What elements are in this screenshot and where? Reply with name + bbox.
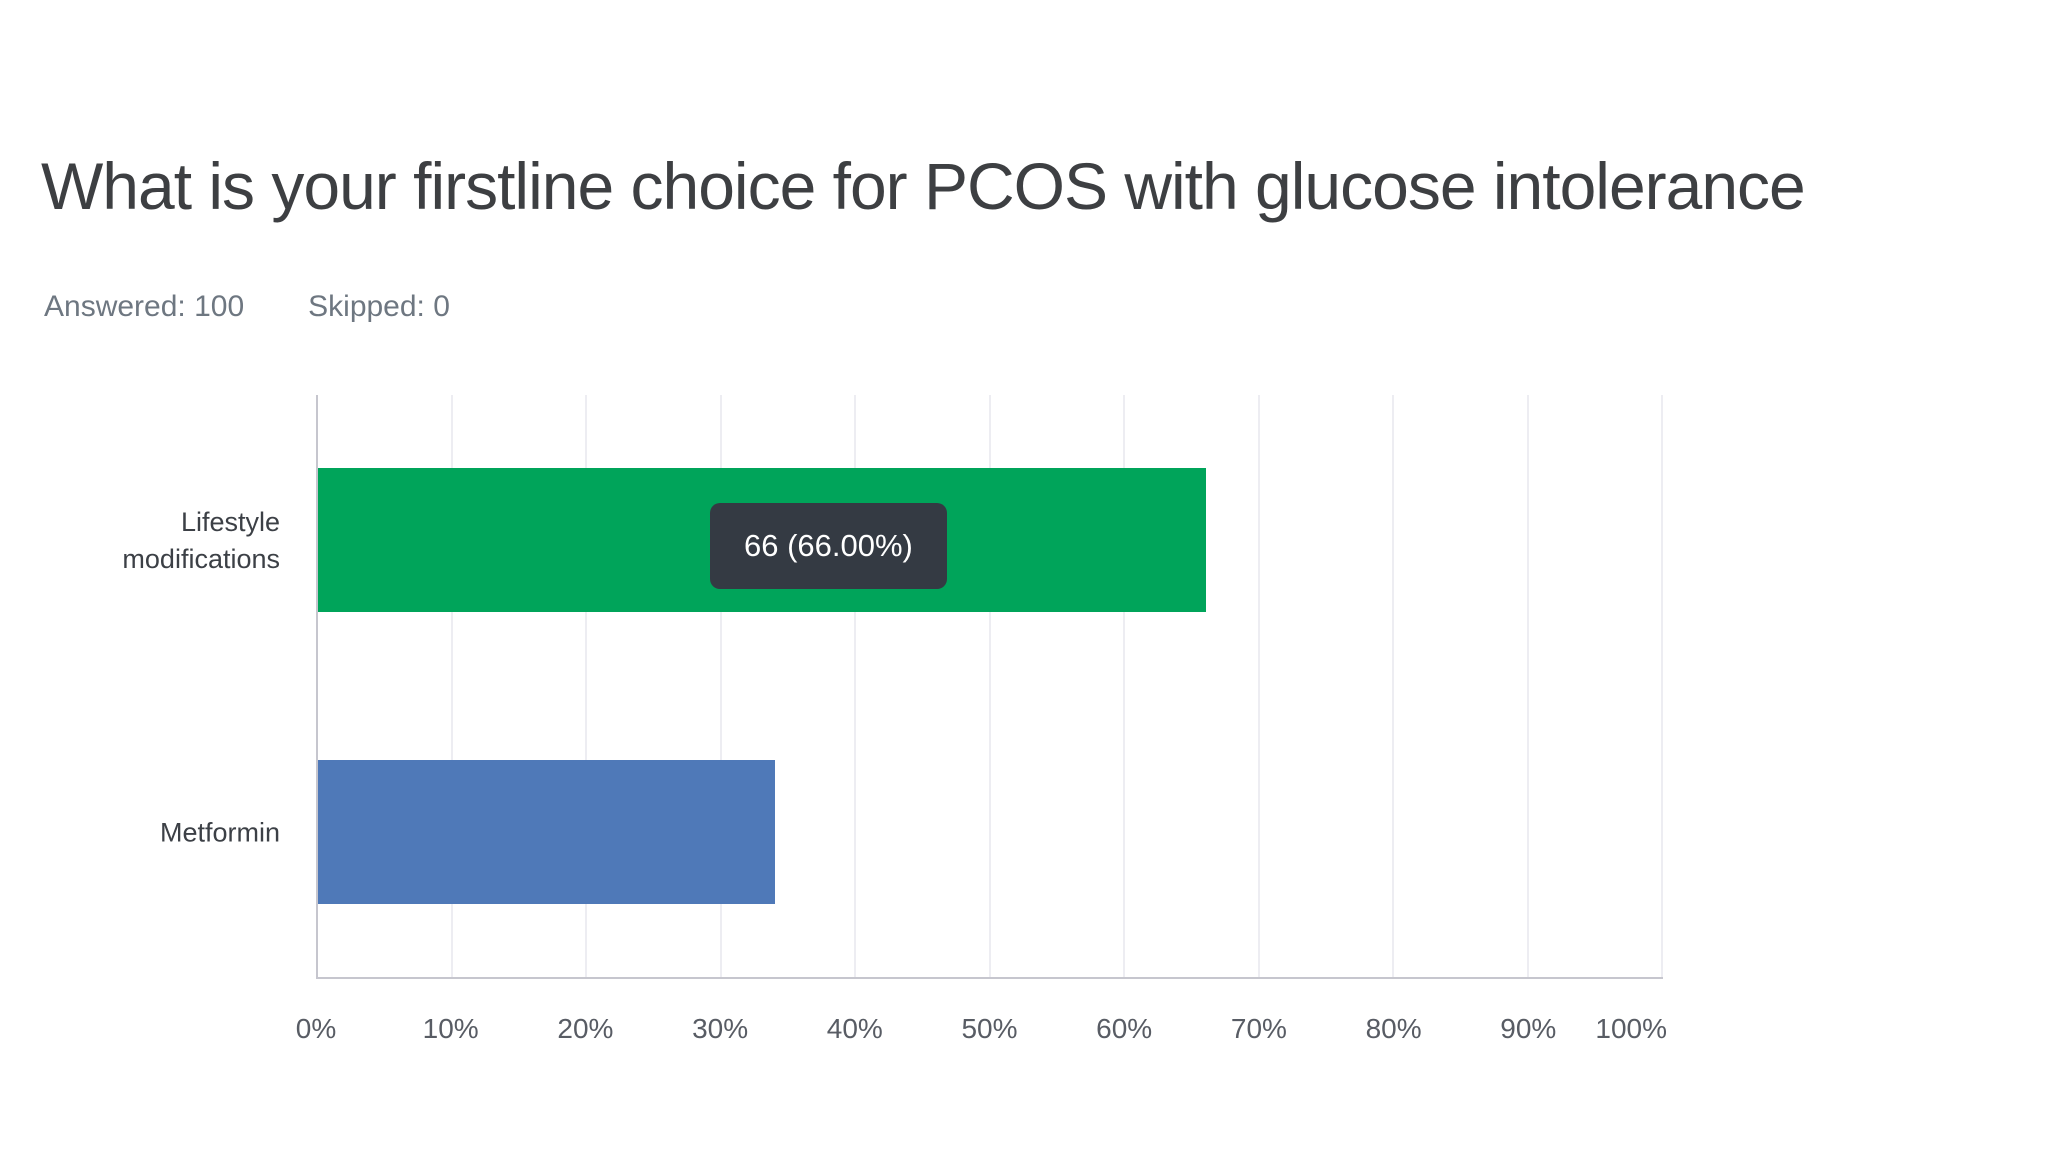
category-axis: Lifestyle modifications Metformin [0,395,298,979]
gridline [988,395,991,977]
page-title: What is your firstline choice for PCOS w… [41,149,1806,223]
x-tick-label: 60% [1096,1013,1153,1044]
category-label: Lifestyle modifications [122,507,280,574]
gridline [1392,395,1394,977]
gridline [585,395,587,977]
plot-area: 66 (66.00%) [316,395,1663,979]
gridline [1526,395,1529,977]
value-tooltip: 66 (66.00%) [710,503,947,589]
x-tick-label: 70% [1230,1013,1287,1044]
category-label: Metformin [159,817,280,848]
percent-axis: 0% 10% 20% 30% 40% 50% 60% 70% 80% 90% 100% [296,979,1667,1049]
x-tick-label: 30% [692,1013,749,1044]
x-tick-label: 0% [295,1013,337,1044]
answered-count: Answered: 100 [44,290,245,323]
response-meta: Answered: 100 Skipped: 0 [44,290,450,324]
x-tick-label: 40% [826,1013,883,1044]
gridline [1257,395,1260,977]
x-tick-label: 90% [1500,1013,1557,1044]
x-tick-label: 100% [1595,1013,1667,1044]
x-tick-label: 80% [1365,1013,1422,1044]
gridline [854,395,856,977]
x-tick-label: 20% [557,1013,614,1044]
bar-metformin[interactable] [318,760,776,904]
gridline [719,395,722,977]
x-tick-label: 10% [422,1013,479,1044]
skipped-count: Skipped: 0 [308,290,450,323]
gridline [1661,395,1663,977]
gridline [450,395,453,977]
x-tick-label: 50% [961,1013,1018,1044]
gridline [1123,395,1125,977]
